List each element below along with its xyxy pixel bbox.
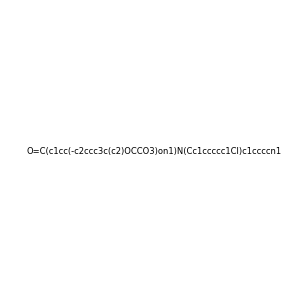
- Text: O=C(c1cc(-c2ccc3c(c2)OCCO3)on1)N(Cc1ccccc1Cl)c1ccccn1: O=C(c1cc(-c2ccc3c(c2)OCCO3)on1)N(Cc1cccc…: [26, 147, 281, 156]
